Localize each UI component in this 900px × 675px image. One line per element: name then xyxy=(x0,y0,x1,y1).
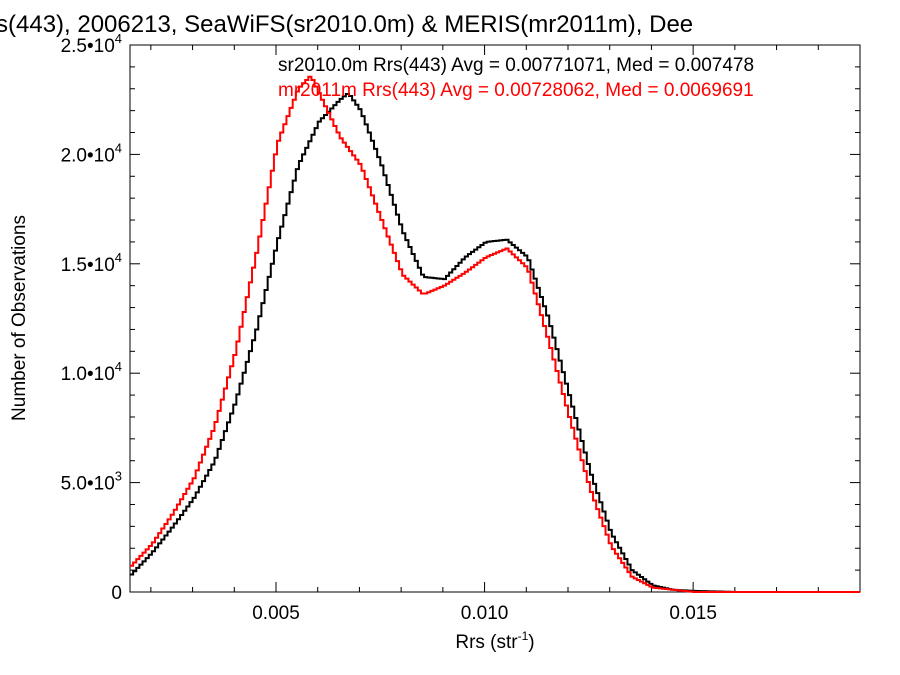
x-axis-label: Rrs (str-1) xyxy=(455,629,534,653)
x-axis: 0.005 0.010 0.015 xyxy=(150,45,819,624)
x-tick-label: 0.005 xyxy=(252,603,300,624)
y-axis-label: Number of Observations xyxy=(9,215,30,421)
annotations: sr2010.0m Rrs(443) Avg = 0.00771071, Med… xyxy=(278,55,754,101)
x-label-main: Rrs (str xyxy=(455,632,518,653)
series-layer xyxy=(130,75,860,593)
x-tick-label: 0.010 xyxy=(461,603,509,624)
stats-annotation: sr2010.0m Rrs(443) Avg = 0.00771071, Med… xyxy=(278,55,754,76)
y-tick-label: 1.0•104 xyxy=(61,359,122,385)
y-tick-label: 1.5•104 xyxy=(61,250,122,276)
x-tick-label: 0.015 xyxy=(669,603,717,624)
x-label-close: ) xyxy=(528,632,534,653)
series-line-mr2011 xyxy=(130,75,860,593)
chart-title: s(443), 2006213, SeaWiFS(sr2010.0m) & ME… xyxy=(0,11,693,38)
series-line-sr2010 xyxy=(130,92,860,593)
y-tick-label: 2.0•104 xyxy=(61,140,122,166)
y-tick-label: 2.5•104 xyxy=(61,31,122,57)
x-label-superscript: -1 xyxy=(518,629,529,643)
y-tick-label: 5.0•103 xyxy=(61,469,122,495)
plot-frame xyxy=(129,44,861,593)
y-axis: 0 5.0•103 1.0•104 1.5•104 2.0•104 2.5•104 xyxy=(61,31,860,604)
y-tick-label: 0 xyxy=(111,583,122,604)
stats-annotation: mr2011m Rrs(443) Avg = 0.00728062, Med =… xyxy=(278,80,754,101)
